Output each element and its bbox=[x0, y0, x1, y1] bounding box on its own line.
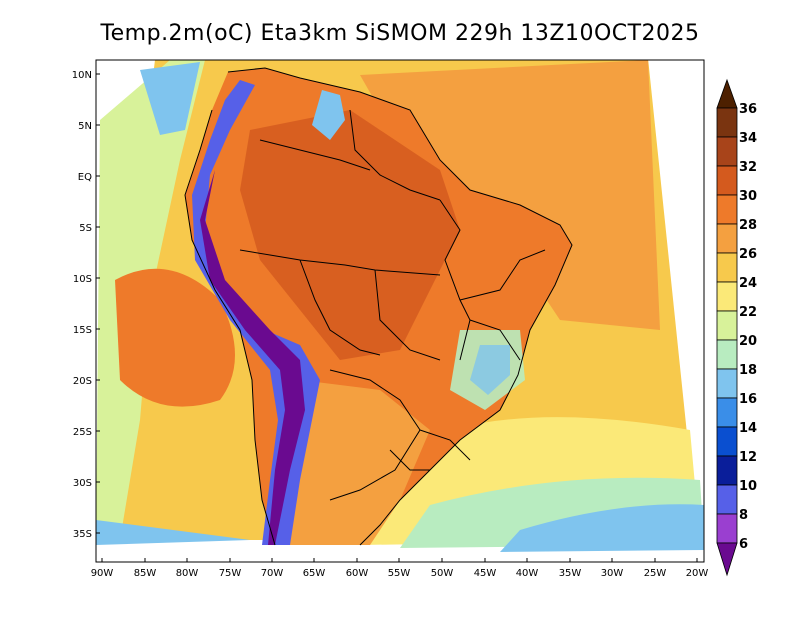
colorbar-label: 14 bbox=[739, 421, 757, 436]
colorbar-label: 6 bbox=[739, 537, 748, 552]
lon-label: 55W bbox=[388, 568, 411, 579]
map-frame bbox=[95, 59, 705, 563]
colorbar-segment bbox=[716, 107, 738, 138]
lon-label: 75W bbox=[219, 568, 242, 579]
lon-label: 25W bbox=[644, 568, 667, 579]
colorbar-segment bbox=[716, 310, 738, 341]
lat-label: 5N bbox=[78, 121, 92, 132]
country-borders bbox=[184, 67, 573, 546]
longitude-axis: 90W 85W 80W 75W 70W 65W 60W 55W 50W 45W … bbox=[91, 558, 709, 579]
guiana-highlands-cool-patch bbox=[312, 90, 345, 140]
colorbar-top-arrow bbox=[716, 78, 738, 109]
pacific-warm-zone bbox=[115, 268, 235, 407]
colorbar-segment bbox=[716, 223, 738, 254]
lat-label: 15S bbox=[73, 325, 92, 336]
colorbar-label: 12 bbox=[739, 450, 757, 465]
southern-cone-mild-zone bbox=[290, 380, 430, 545]
lon-label: 50W bbox=[431, 568, 454, 579]
colorbar-label: 20 bbox=[739, 334, 757, 349]
lon-label: 45W bbox=[474, 568, 497, 579]
lat-label: 10S bbox=[73, 274, 92, 285]
latitude-axis: 10N 5N EQ 5S 10S 15S 20S 25S 30S 35S bbox=[72, 70, 100, 540]
lon-label: 85W bbox=[134, 568, 157, 579]
colorbar-label: 26 bbox=[739, 247, 757, 262]
colorbar-label: 34 bbox=[739, 131, 757, 146]
colorbar-label: 18 bbox=[739, 363, 757, 378]
colorbar-label: 10 bbox=[739, 479, 757, 494]
map-title: Temp.2m(oC) Eta3km SiSMOM 229h 13Z10OCT2… bbox=[99, 21, 699, 46]
colorbar-segment bbox=[716, 194, 738, 225]
colorbar-label: 16 bbox=[739, 392, 757, 407]
lat-label: 30S bbox=[73, 478, 92, 489]
lon-label: 30W bbox=[601, 568, 624, 579]
colorbar-label: 30 bbox=[739, 189, 757, 204]
lat-label: 10N bbox=[72, 70, 92, 81]
colorbar-segment bbox=[716, 252, 738, 283]
colorbar-label: 24 bbox=[739, 276, 757, 291]
map-panel: 10N 5N EQ 5S 10S 15S 20S 25S 30S 35S bbox=[72, 59, 709, 579]
colorbar: 36 34 32 30 28 26 24 22 20 18 16 14 12 1… bbox=[716, 78, 757, 577]
colorbar-segment bbox=[716, 397, 738, 428]
pacific-cold-patch bbox=[140, 62, 200, 135]
map-field bbox=[96, 60, 704, 552]
colorbar-label: 22 bbox=[739, 305, 757, 320]
southeast-pacific-cold-zone bbox=[96, 520, 250, 545]
colorbar-label: 28 bbox=[739, 218, 757, 233]
colorbar-segment bbox=[716, 136, 738, 167]
colorbar-segment bbox=[716, 281, 738, 312]
colorbar-segment bbox=[716, 426, 738, 457]
lon-label: 60W bbox=[346, 568, 369, 579]
colorbar-label: 36 bbox=[739, 102, 757, 117]
colorbar-label: 32 bbox=[739, 160, 757, 175]
colorbar-segment bbox=[716, 339, 738, 370]
lat-label: EQ bbox=[78, 172, 92, 183]
lat-label: 5S bbox=[79, 223, 92, 234]
lon-label: 35W bbox=[559, 568, 582, 579]
lon-label: 20W bbox=[686, 568, 709, 579]
andes-coldest-zone bbox=[200, 170, 305, 545]
colorbar-segment bbox=[716, 455, 738, 486]
southeast-highlands-cold-patch bbox=[470, 345, 510, 395]
lon-label: 90W bbox=[91, 568, 114, 579]
colorbar-label: 8 bbox=[739, 508, 748, 523]
lon-label: 40W bbox=[516, 568, 539, 579]
colorbar-segment bbox=[716, 165, 738, 196]
lon-label: 70W bbox=[261, 568, 284, 579]
colorbar-bottom-arrow bbox=[716, 542, 738, 577]
lat-label: 35S bbox=[73, 529, 92, 540]
lon-label: 80W bbox=[176, 568, 199, 579]
lat-label: 20S bbox=[73, 376, 92, 387]
lon-label: 65W bbox=[303, 568, 326, 579]
south-atlantic-cold-zone bbox=[500, 504, 704, 552]
lat-label: 25S bbox=[73, 427, 92, 438]
colorbar-segments bbox=[716, 107, 738, 544]
atlantic-warm-zone bbox=[360, 60, 660, 330]
pacific-cool-zone bbox=[96, 60, 205, 540]
interior-hot-zone bbox=[240, 110, 460, 360]
colorbar-segment bbox=[716, 513, 738, 544]
colorbar-segment bbox=[716, 368, 738, 399]
colorbar-segment bbox=[716, 484, 738, 515]
